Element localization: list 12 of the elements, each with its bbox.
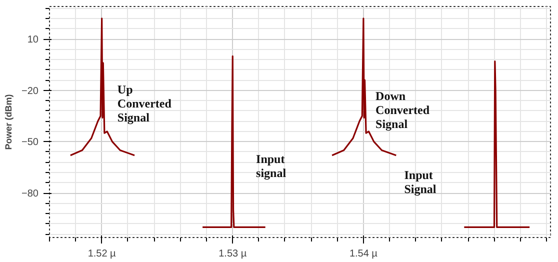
y-tick-label: −20 bbox=[22, 86, 39, 97]
y-tick-label: 10 bbox=[27, 34, 39, 46]
annotation: Input Signal bbox=[404, 168, 437, 196]
x-tick-label: 1.52 µ bbox=[88, 248, 116, 260]
y-tick-label: −50 bbox=[22, 137, 39, 148]
annotation: Down Converted Signal bbox=[376, 89, 430, 131]
x-tick-label: 1.54 µ bbox=[349, 248, 378, 260]
annotation: Input signal bbox=[256, 152, 287, 180]
y-axis-title: Power (dBm) bbox=[4, 94, 14, 150]
annotation: Up Converted Signal bbox=[117, 82, 172, 124]
y-tick-label: −80 bbox=[22, 188, 39, 200]
x-tick-label: 1.53 µ bbox=[218, 248, 247, 260]
